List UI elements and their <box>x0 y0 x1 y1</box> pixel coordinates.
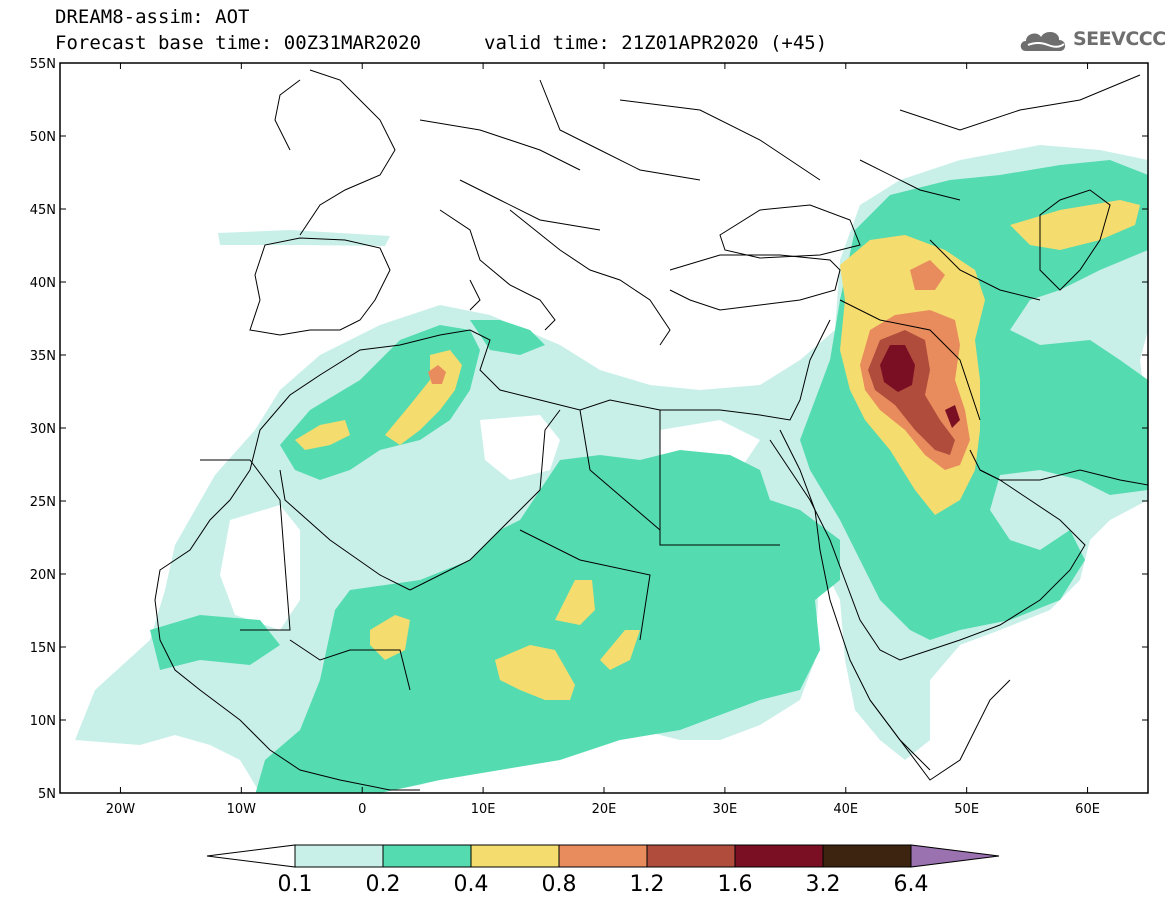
colorbar-segment <box>822 844 912 868</box>
lat-label: 45N <box>30 203 56 218</box>
aot-field <box>75 145 1148 793</box>
lat-label: 5N <box>38 787 56 802</box>
lat-label: 10N <box>30 714 56 729</box>
colorbar-label: 0.2 <box>366 872 401 897</box>
lat-label: 30N <box>30 422 56 437</box>
colorbar-label: 3.2 <box>806 872 841 897</box>
cloud-icon <box>1020 31 1066 51</box>
lon-label: 10E <box>471 802 496 817</box>
aot-band-1.6 <box>880 345 915 392</box>
aot-band-0.4-sahel1 <box>495 645 575 700</box>
coastlines <box>154 69 1148 791</box>
lon-label: 0 <box>358 802 366 817</box>
colorbar-segment <box>734 844 824 868</box>
longitude-ticks: 20W 10W 0 10E 20E 30E 40E 50E 60E <box>106 63 1100 817</box>
aot-band-0.4-w <box>295 420 350 450</box>
colorbar-arrow-high <box>910 844 1000 868</box>
aot-band-0.2-w <box>150 615 280 670</box>
logo-text: SEEVCCC <box>1073 28 1165 50</box>
seevccc-logo: SEEVCCC <box>1018 25 1165 55</box>
aot-band-0.2-tun <box>470 320 545 355</box>
aot-band-0.4-sahel3 <box>370 615 410 660</box>
lat-label: 25N <box>30 495 56 510</box>
lon-label: 50E <box>954 802 979 817</box>
lon-label: 40E <box>833 802 858 817</box>
colorbar-segment <box>558 844 648 868</box>
colorbar-label: 6.4 <box>894 872 929 897</box>
lat-label: 40N <box>30 276 56 291</box>
aot-band-0.8-n <box>910 260 945 290</box>
colorbar-arrow-low <box>206 844 296 868</box>
lon-label: 60E <box>1075 802 1100 817</box>
colorbar-label: 0.8 <box>542 872 577 897</box>
lat-label: 20N <box>30 568 56 583</box>
colorbar-segment <box>294 844 384 868</box>
latitude-ticks: 55N 50N 45N 40N 35N 30N 25N 20N 15N 10N 5N <box>30 57 1148 802</box>
aot-band-0.4-sahel2 <box>555 580 595 625</box>
aot-band-0.2-sahel <box>575 560 660 640</box>
colorbar-segment <box>470 844 560 868</box>
colorbar-label: 1.6 <box>718 872 753 897</box>
aot-band-1.6-s <box>945 405 960 428</box>
map-title: DREAM8-assim: AOT <box>55 6 250 28</box>
colorbar-segment <box>382 844 472 868</box>
forecast-base-time: Forecast base time: 00Z31MAR2020 <box>55 32 422 54</box>
lon-label: 10W <box>227 802 257 817</box>
lon-label: 20E <box>592 802 617 817</box>
colorbar: 0.1 0.2 0.4 0.8 1.2 1.6 3.2 6.4 <box>206 844 1000 897</box>
colorbar-label: 0.4 <box>454 872 489 897</box>
lon-label: 20W <box>106 802 136 817</box>
aot-band-0.8-atlas <box>428 365 446 384</box>
colorbar-label: 0.1 <box>278 872 313 897</box>
colorbar-segment <box>646 844 736 868</box>
lat-label: 35N <box>30 349 56 364</box>
lat-label: 15N <box>30 641 56 656</box>
aot-band-0.4-sahel4 <box>600 630 640 670</box>
lat-label: 55N <box>30 57 56 72</box>
lat-label: 50N <box>30 130 56 145</box>
lon-label: 30E <box>713 802 738 817</box>
colorbar-label: 1.2 <box>630 872 665 897</box>
valid-time: valid time: 21Z01APR2020 (+45) <box>484 32 828 54</box>
aot-band-0.2 <box>255 450 840 793</box>
